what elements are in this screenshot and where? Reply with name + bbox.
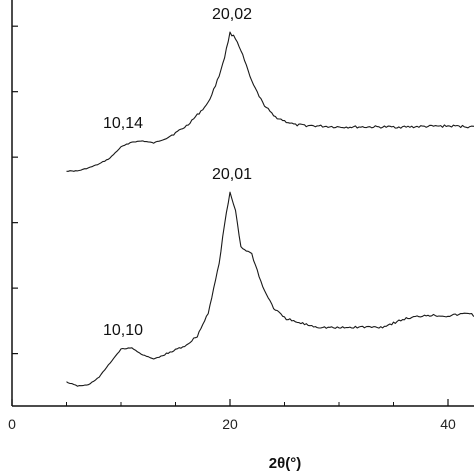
peak-label-0-0: 10,14 <box>103 115 143 132</box>
x-tick-label-0: 0 <box>8 416 16 432</box>
peak-label-1-0: 10,10 <box>103 322 143 339</box>
peak-label-1-1: 20,01 <box>212 166 252 183</box>
x-ticks: 0 20 40 <box>8 399 456 432</box>
peak-label-0-1: 20,02 <box>212 6 252 23</box>
series-group <box>66 31 474 387</box>
series-line-1 <box>66 191 474 387</box>
x-tick-label-20: 20 <box>222 416 238 432</box>
x-axis-title: 2θ(°) <box>269 455 301 472</box>
axes <box>11 0 474 407</box>
y-ticks <box>12 25 18 355</box>
series-line-0 <box>66 31 474 172</box>
annotations: 10,14 20,02 10,10 20,01 <box>103 6 252 339</box>
x-tick-label-40: 40 <box>440 416 456 432</box>
